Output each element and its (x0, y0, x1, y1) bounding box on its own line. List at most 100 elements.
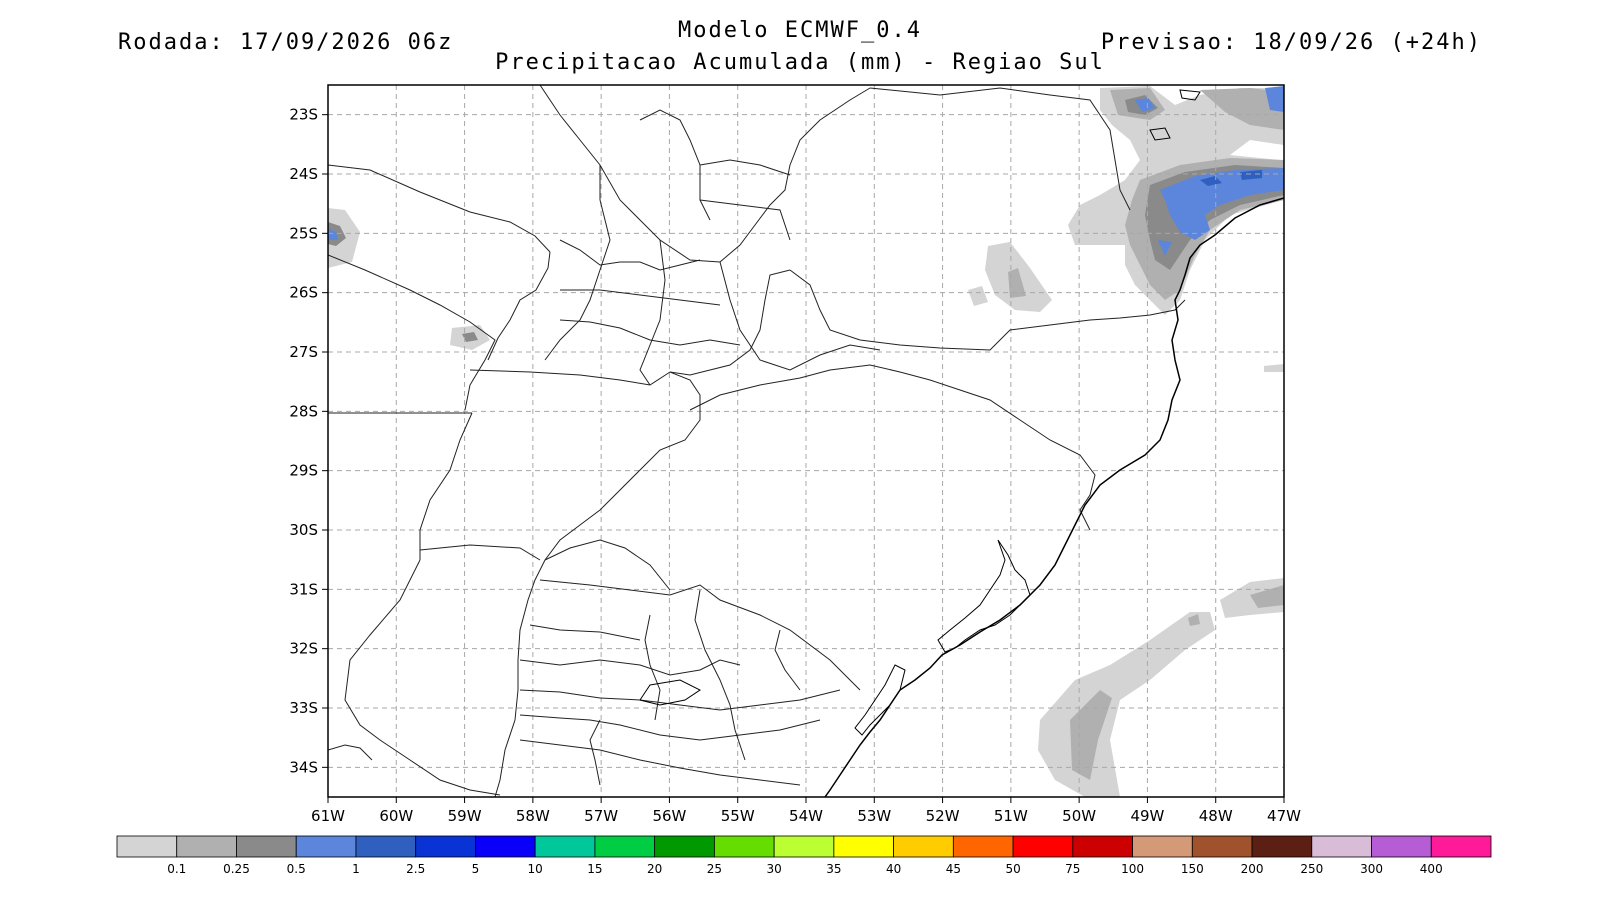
precip-area-light (1250, 585, 1284, 608)
colorbar-swatch (893, 835, 954, 858)
map-gridlines (328, 85, 1284, 797)
precip-area-blue (1200, 176, 1222, 186)
colorbar-swatch (1012, 835, 1074, 858)
colorbar-swatch (1191, 835, 1253, 858)
colorbar-swatch (1132, 835, 1193, 858)
lat-tick-label: 34S (289, 758, 318, 776)
lat-tick-label: 26S (289, 284, 318, 302)
colorbar-label: 75 (1065, 862, 1080, 876)
precip-area-blue (1265, 86, 1284, 112)
lat-tick-label: 32S (289, 640, 318, 658)
precip-area-light (1264, 364, 1284, 372)
lon-tick-label: 60W (379, 807, 413, 825)
run-time-label: Rodada: 17/09/2026 06z (118, 30, 454, 55)
precip-area-light (968, 286, 988, 306)
colorbar-swatch (1311, 835, 1372, 858)
colorbar-label: 250 (1300, 862, 1323, 876)
coastline (639, 89, 1284, 797)
colorbar-swatch (475, 835, 536, 858)
longitude-labels: 61W 60W 59W 58W 57W 56W 55W 54W 53W 52W 51W 50W 49W 4… (311, 797, 1301, 825)
colorbar-label: 1 (352, 862, 360, 876)
map-subtitle: Precipitacao Acumulada (mm) - Regiao Sul (495, 50, 1105, 75)
lon-tick-label: 52W (926, 807, 960, 825)
colorbar-label: 50 (1005, 862, 1020, 876)
colorbar-swatch (1251, 835, 1313, 858)
political-boundaries (328, 85, 1186, 797)
colorbar-label: 25 (707, 862, 722, 876)
lon-tick-label: 56W (652, 807, 686, 825)
colorbar-swatch (176, 835, 237, 858)
precip-area-blue (328, 228, 338, 240)
colorbar-label: 0.5 (287, 862, 306, 876)
precip-area-light (1008, 268, 1026, 298)
precip-area-light (462, 332, 478, 342)
colorbar-label: 2.5 (406, 862, 425, 876)
model-title: Modelo ECMWF_0.4 (678, 18, 922, 43)
latitude-labels: 23S 24S 25S 26S 27S 28S 29S 30S 31S 32S 33S 34S (289, 106, 328, 776)
colorbar-swatch (773, 835, 835, 858)
colorbar-swatch (1430, 835, 1492, 858)
lon-tick-label: 47W (1267, 807, 1301, 825)
precip-area-light (1200, 88, 1284, 130)
forecast-time-label: Previsao: 18/09/26 (+24h) (1100, 30, 1482, 55)
colorbar-swatch (952, 835, 1014, 858)
lat-tick-label: 25S (289, 224, 318, 242)
colorbar-label: 40 (886, 862, 901, 876)
colorbar-swatch (1072, 835, 1133, 858)
lon-tick-label: 61W (311, 807, 345, 825)
precip-area-light (1188, 614, 1200, 626)
precip-area-light (1038, 612, 1215, 797)
colorbar-label: 400 (1420, 862, 1443, 876)
precip-area-blue (1158, 240, 1172, 256)
colorbar-swatch (534, 835, 596, 858)
lon-tick-label: 58W (516, 807, 550, 825)
colorbar: 0.1 0.25 0.5 1 2.5 5 10 15 20 25 30 35 40 45 50 75 100 15… (116, 835, 1492, 876)
colorbar-swatch (713, 835, 775, 858)
colorbar-label: 150 (1181, 862, 1204, 876)
colorbar-label: 0.1 (167, 862, 186, 876)
colorbar-label: 20 (647, 862, 662, 876)
lat-tick-label: 23S (289, 106, 318, 124)
lon-tick-label: 59W (448, 807, 482, 825)
colorbar-swatch (236, 835, 297, 858)
colorbar-swatch (295, 835, 357, 858)
lat-tick-label: 33S (289, 699, 318, 717)
lat-tick-label: 27S (289, 343, 318, 361)
colorbar-label: 200 (1241, 862, 1264, 876)
colorbar-label: 5 (472, 862, 480, 876)
colorbar-label: 30 (766, 862, 781, 876)
lat-tick-label: 28S (289, 402, 318, 420)
colorbar-label: 35 (826, 862, 841, 876)
colorbar-label: 45 (946, 862, 961, 876)
lat-tick-label: 31S (289, 580, 318, 598)
lat-tick-label: 30S (289, 521, 318, 539)
lat-tick-label: 24S (289, 165, 318, 183)
colorbar-swatch (594, 835, 656, 858)
colorbar-label: 100 (1121, 862, 1144, 876)
colorbar-swatch (116, 835, 178, 858)
lon-tick-label: 51W (994, 807, 1028, 825)
lon-tick-label: 50W (1062, 807, 1096, 825)
colorbar-swatch (833, 835, 895, 858)
colorbar-swatch (1371, 835, 1432, 858)
precipitation-shading (328, 86, 1284, 797)
lon-tick-label: 49W (1130, 807, 1164, 825)
colorbar-label: 10 (528, 862, 543, 876)
lon-tick-label: 48W (1199, 807, 1233, 825)
colorbar-label: 300 (1360, 862, 1383, 876)
colorbar-label: 0.25 (223, 862, 250, 876)
colorbar-label: 15 (587, 862, 602, 876)
precip-area-light (1070, 690, 1112, 780)
precip-area-blue (1135, 98, 1155, 112)
lon-tick-label: 55W (721, 807, 755, 825)
precip-area-blue (1240, 170, 1262, 180)
precip-area-blue (1160, 168, 1284, 240)
lon-tick-label: 57W (584, 807, 618, 825)
colorbar-swatch (654, 835, 715, 858)
lon-tick-label: 54W (789, 807, 823, 825)
colorbar-swatch (415, 835, 476, 858)
lon-tick-label: 53W (857, 807, 891, 825)
colorbar-swatch (355, 835, 417, 858)
lat-tick-label: 29S (289, 462, 318, 480)
